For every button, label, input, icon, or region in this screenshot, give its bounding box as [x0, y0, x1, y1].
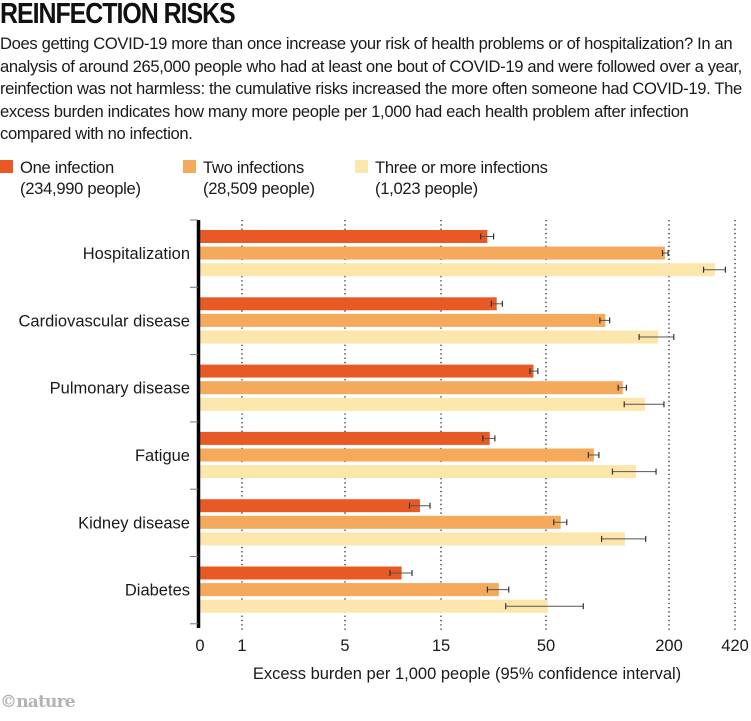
nature-credit-logo: ©nature — [0, 692, 76, 712]
legend-sublabel: (234,990 people) — [20, 179, 141, 198]
category-label: Diabetes — [125, 582, 190, 600]
bar-cardiovascular-disease-series-1 — [200, 297, 497, 311]
x-tick-label: 15 — [432, 637, 450, 655]
error-bar-kidney-disease-series-3 — [600, 535, 647, 542]
error-bar-diabetes-series-1 — [389, 570, 413, 576]
category-label: Pulmonary disease — [50, 380, 190, 398]
error-bar-diabetes-series-3 — [505, 603, 584, 610]
bar-hospitalization-series-2 — [200, 246, 665, 260]
legend-swatch — [355, 160, 368, 173]
x-axis-title: Excess burden per 1,000 people (95% conf… — [253, 665, 681, 683]
error-bar-hospitalization-series-3 — [702, 266, 726, 273]
category-label: Cardiovascular disease — [18, 312, 190, 330]
bar-fatigue-series-1 — [200, 431, 490, 445]
error-bar-diabetes-series-2 — [486, 586, 510, 593]
error-bar-fatigue-series-3 — [611, 468, 657, 475]
bar-kidney-disease-series-3 — [200, 532, 625, 546]
category-label: Hospitalization — [83, 245, 190, 263]
error-bar-pulmonary-disease-series-1 — [529, 368, 539, 375]
error-bar-pulmonary-disease-series-2 — [617, 384, 628, 391]
error-bar-kidney-disease-series-1 — [408, 502, 431, 509]
chart-title: REINFECTION RISKS — [0, 0, 236, 30]
x-tick-label: 5 — [340, 637, 349, 655]
legend-sublabel: (1,023 people) — [375, 179, 478, 198]
bar-hospitalization-series-3 — [200, 263, 715, 277]
bar-pulmonary-disease-series-3 — [200, 397, 646, 411]
x-tick-label: 200 — [655, 637, 683, 655]
bar-pulmonary-disease-series-2 — [200, 381, 623, 395]
error-bars — [389, 233, 726, 610]
bar-kidney-disease-series-1 — [200, 499, 420, 513]
bar-diabetes-series-2 — [200, 583, 499, 597]
legend-swatch — [183, 160, 196, 173]
chart-description: Does getting COVID-19 more than once inc… — [0, 34, 742, 143]
legend-sublabel: (28,509 people) — [203, 179, 315, 198]
error-bar-pulmonary-disease-series-3 — [623, 401, 665, 408]
error-bar-fatigue-series-2 — [587, 452, 600, 458]
legend-label: One infection — [20, 158, 114, 177]
error-bar-cardiovascular-disease-series-2 — [599, 317, 611, 324]
error-bar-cardiovascular-disease-series-3 — [638, 334, 675, 340]
labels: Hospitalization Cardiovascular disease Pul… — [18, 245, 748, 683]
error-bar-fatigue-series-1 — [482, 435, 496, 442]
legend-label: Two infections — [203, 158, 304, 177]
bar-diabetes-series-1 — [200, 566, 402, 580]
bar-diabetes-series-3 — [200, 599, 548, 613]
error-bar-cardiovascular-disease-series-1 — [490, 300, 503, 307]
category-label: Kidney disease — [78, 514, 190, 532]
category-label: Fatigue — [135, 447, 190, 465]
axes — [190, 219, 201, 628]
bar-cardiovascular-disease-series-2 — [200, 313, 606, 327]
x-tick-label: 420 — [721, 637, 749, 655]
legend-swatch — [0, 160, 13, 173]
bar-fatigue-series-3 — [200, 465, 636, 479]
error-bar-hospitalization-series-2 — [661, 250, 669, 257]
bar-pulmonary-disease-series-1 — [200, 364, 534, 378]
legend-label: Three or more infections — [375, 158, 548, 177]
bars — [200, 230, 715, 613]
bar-kidney-disease-series-2 — [200, 515, 561, 529]
x-tick-label: 0 — [195, 637, 204, 655]
bar-hospitalization-series-1 — [200, 230, 488, 243]
error-bar-kidney-disease-series-2 — [553, 519, 568, 526]
error-bar-hospitalization-series-1 — [480, 233, 495, 240]
x-tick-label: 1 — [237, 637, 246, 655]
x-tick-label: 50 — [537, 637, 555, 655]
bar-cardiovascular-disease-series-3 — [200, 330, 659, 344]
bar-fatigue-series-2 — [200, 448, 594, 462]
